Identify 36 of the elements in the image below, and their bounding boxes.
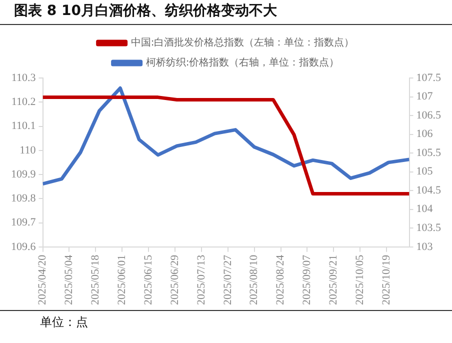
x-tick-label: 2025/05/04 (63, 254, 76, 306)
x-tick-label: 2025/09/21 (328, 254, 340, 306)
x-tick-label: 2025/07/27 (222, 254, 234, 306)
y-tick-label: 110.2 (11, 96, 36, 108)
y2-tick-label: 104 (416, 203, 434, 216)
x-tick-label: 2025/05/18 (90, 254, 102, 306)
x-tick-label: 2025/04/20 (36, 254, 49, 306)
x-tick-label: 2025/09/07 (301, 254, 314, 306)
x-tick-label: 2025/10/05 (354, 254, 366, 306)
x-tick-label: 2025/06/29 (168, 254, 181, 306)
x-tick-label: 2025/06/15 (142, 254, 154, 306)
x-tick-label: 2025/08/24 (274, 254, 287, 306)
legend-label: 中国:白酒批发价格总指数（左轴：单位：指数点） (130, 36, 354, 49)
y2-tick-label: 105.5 (416, 146, 442, 159)
y2-tick-label: 103 (416, 240, 434, 253)
y2-tick-label: 103.5 (416, 222, 442, 234)
x-tick-label: 2025/08/10 (248, 254, 260, 306)
y2-tick-label: 106 (416, 128, 434, 140)
y-tick-label: 110.3 (11, 72, 36, 84)
y2-tick-label: 105 (416, 166, 434, 178)
x-tick-label: 2025/10/19 (380, 254, 392, 306)
y-tick-label: 110 (20, 144, 36, 156)
text: 单位：点 (40, 314, 88, 331)
chart-title: 图表 8 10月白酒价格、纺织价格变动不大 (14, 2, 277, 20)
y2-tick-label: 107 (416, 90, 434, 103)
y-tick-label: 109.7 (11, 216, 36, 229)
legend-label: 柯桥纺织:价格指数（右轴，单位：指数点） (146, 56, 340, 69)
y-tick-label: 109.6 (11, 240, 36, 253)
y-tick-label: 109.8 (11, 192, 36, 205)
x-tick-label: 2025/07/13 (195, 254, 208, 306)
y2-tick-label: 107.5 (416, 72, 442, 84)
y2-tick-label: 106.5 (416, 109, 442, 122)
y-tick-label: 109.9 (11, 168, 36, 180)
y-tick-label: 110.1 (11, 120, 36, 132)
x-tick-label: 2025/06/01 (116, 254, 128, 306)
y2-tick-label: 104.5 (416, 184, 442, 196)
